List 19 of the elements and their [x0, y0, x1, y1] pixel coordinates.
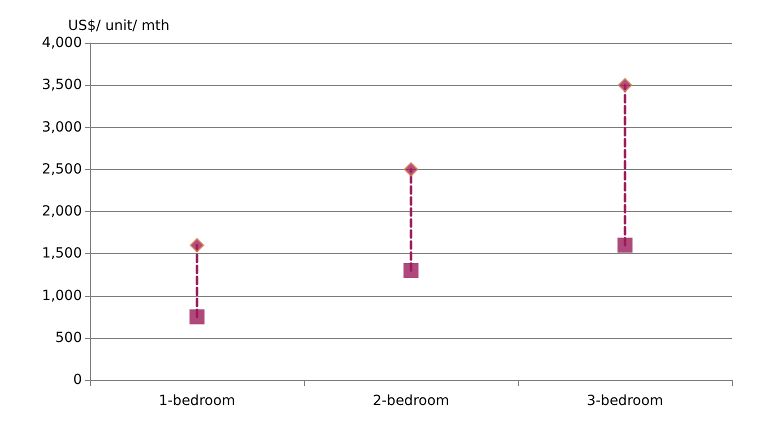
- x-tick-label: 3-bedroom: [586, 393, 664, 409]
- x-tick-label: 2-bedroom: [372, 393, 450, 409]
- y-tick-label: 500: [55, 330, 82, 346]
- point: [190, 238, 204, 252]
- y-tick-label: 3,500: [42, 77, 82, 94]
- point: [618, 238, 632, 253]
- point: [404, 162, 418, 177]
- y-tick-label: 4,000: [42, 35, 82, 51]
- y-tick-label: 1,000: [42, 288, 82, 304]
- y-tick-label: 3,000: [42, 119, 82, 136]
- x-tick-label: 1-bedroom: [158, 393, 236, 409]
- point: [618, 78, 632, 92]
- y-tick-label: 2,000: [42, 204, 82, 220]
- point: [190, 309, 204, 324]
- y-tick-label: 2,500: [42, 161, 82, 178]
- point: [404, 262, 418, 278]
- y-tick-label: 0: [73, 372, 82, 388]
- y-axis-title: US$/ unit/ mth: [68, 18, 170, 34]
- y-tick-label: 1,500: [42, 246, 82, 262]
